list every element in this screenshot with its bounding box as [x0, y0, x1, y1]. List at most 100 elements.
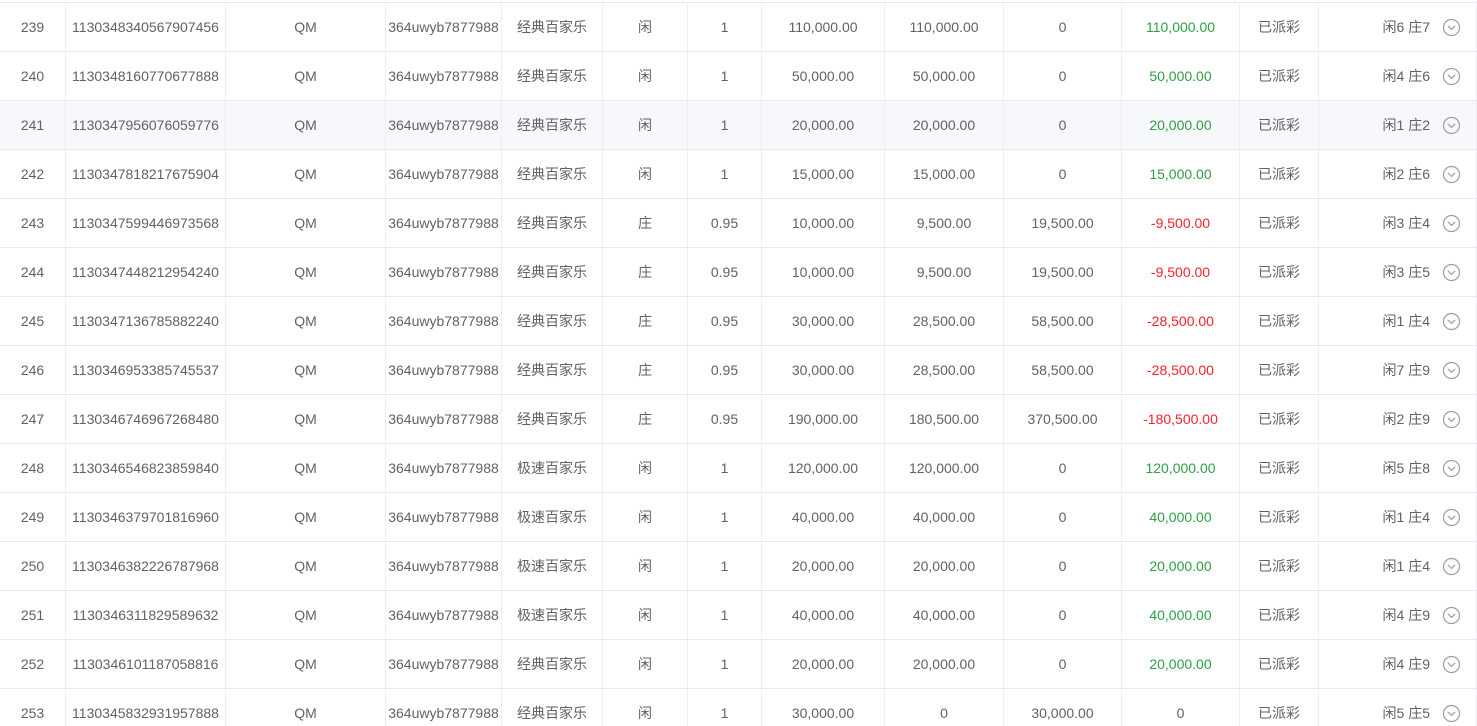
table-row: 250 1130346382226787968 QM 364uwyb787798… — [0, 542, 1477, 591]
settle-amount: 0 — [1004, 52, 1122, 100]
game-result-text: 闲1 庄4 — [1382, 313, 1430, 329]
status-badge: 已派彩 — [1240, 346, 1319, 394]
odds-value: 0.95 — [688, 346, 762, 394]
odds-value: 0.95 — [688, 199, 762, 247]
win-loss-amount: 40,000.00 — [1122, 591, 1240, 639]
platform-code: QM — [226, 52, 386, 100]
settle-amount: 0 — [1004, 3, 1122, 51]
chevron-down-circle-icon[interactable] — [1442, 18, 1461, 37]
settle-amount: 0 — [1004, 101, 1122, 149]
chevron-down-circle-icon[interactable] — [1442, 165, 1461, 184]
bet-id: 1130347448212954240 — [66, 248, 226, 296]
status-badge: 已派彩 — [1240, 199, 1319, 247]
bet-amount: 50,000.00 — [762, 52, 885, 100]
chevron-down-circle-icon[interactable] — [1442, 508, 1461, 527]
bet-amount: 20,000.00 — [762, 640, 885, 688]
platform-code: QM — [226, 444, 386, 492]
bet-amount: 30,000.00 — [762, 297, 885, 345]
chevron-down-circle-icon[interactable] — [1442, 116, 1461, 135]
game-result-text: 闲4 庄6 — [1382, 68, 1430, 84]
game-result-text: 闲3 庄4 — [1382, 215, 1430, 231]
game-name: 经典百家乐 — [502, 640, 603, 688]
settle-amount: 0 — [1004, 591, 1122, 639]
member-account: 364uwyb7877988 — [386, 199, 502, 247]
valid-bet-amount: 9,500.00 — [885, 248, 1004, 296]
row-index: 244 — [0, 248, 66, 296]
game-result-cell: 闲4 庄9 — [1319, 591, 1477, 639]
chevron-down-circle-icon[interactable] — [1442, 606, 1461, 625]
row-index: 241 — [0, 101, 66, 149]
win-loss-amount: 50,000.00 — [1122, 52, 1240, 100]
chevron-down-circle-icon[interactable] — [1442, 557, 1461, 576]
game-result-text: 闲1 庄4 — [1382, 558, 1430, 574]
row-index: 248 — [0, 444, 66, 492]
game-result-text: 闲4 庄9 — [1382, 656, 1430, 672]
chevron-down-circle-icon[interactable] — [1442, 655, 1461, 674]
chevron-down-circle-icon[interactable] — [1442, 704, 1461, 723]
win-loss-amount: -9,500.00 — [1122, 248, 1240, 296]
odds-value: 1 — [688, 689, 762, 726]
bet-amount: 110,000.00 — [762, 3, 885, 51]
chevron-down-circle-icon[interactable] — [1442, 67, 1461, 86]
odds-value: 1 — [688, 150, 762, 198]
game-name: 经典百家乐 — [502, 297, 603, 345]
member-account: 364uwyb7877988 — [386, 248, 502, 296]
game-result-text: 闲2 庄6 — [1382, 166, 1430, 182]
bet-amount: 40,000.00 — [762, 591, 885, 639]
bet-option: 闲 — [603, 689, 688, 726]
table-row: 245 1130347136785882240 QM 364uwyb787798… — [0, 297, 1477, 346]
member-account: 364uwyb7877988 — [386, 395, 502, 443]
platform-code: QM — [226, 248, 386, 296]
bet-option: 庄 — [603, 199, 688, 247]
chevron-down-circle-icon[interactable] — [1442, 312, 1461, 331]
status-badge: 已派彩 — [1240, 248, 1319, 296]
bet-option: 闲 — [603, 52, 688, 100]
bet-option: 闲 — [603, 150, 688, 198]
platform-code: QM — [226, 199, 386, 247]
row-index: 252 — [0, 640, 66, 688]
game-name: 经典百家乐 — [502, 689, 603, 726]
game-result-text: 闲7 庄9 — [1382, 362, 1430, 378]
bet-amount: 20,000.00 — [762, 101, 885, 149]
bet-id: 1130346953385745537 — [66, 346, 226, 394]
table-row: 247 1130346746967268480 QM 364uwyb787798… — [0, 395, 1477, 444]
chevron-down-circle-icon[interactable] — [1442, 214, 1461, 233]
game-result-cell: 闲4 庄9 — [1319, 640, 1477, 688]
settle-amount: 370,500.00 — [1004, 395, 1122, 443]
game-result-cell: 闲7 庄9 — [1319, 346, 1477, 394]
game-name: 经典百家乐 — [502, 346, 603, 394]
odds-value: 1 — [688, 3, 762, 51]
table-row: 241 1130347956076059776 QM 364uwyb787798… — [0, 101, 1477, 150]
status-badge: 已派彩 — [1240, 444, 1319, 492]
chevron-down-circle-icon[interactable] — [1442, 361, 1461, 380]
chevron-down-circle-icon[interactable] — [1442, 410, 1461, 429]
game-result-cell: 闲1 庄2 — [1319, 101, 1477, 149]
bet-amount: 10,000.00 — [762, 199, 885, 247]
win-loss-amount: -28,500.00 — [1122, 346, 1240, 394]
table-row: 253 1130345832931957888 QM 364uwyb787798… — [0, 689, 1477, 726]
bet-option: 闲 — [603, 444, 688, 492]
game-result-text: 闲4 庄9 — [1382, 607, 1430, 623]
valid-bet-amount: 110,000.00 — [885, 3, 1004, 51]
member-account: 364uwyb7877988 — [386, 591, 502, 639]
table-row: 239 1130348340567907456 QM 364uwyb787798… — [0, 3, 1477, 52]
valid-bet-amount: 120,000.00 — [885, 444, 1004, 492]
game-result-cell: 闲5 庄5 — [1319, 689, 1477, 726]
chevron-down-circle-icon[interactable] — [1442, 263, 1461, 282]
game-name: 经典百家乐 — [502, 395, 603, 443]
row-index: 245 — [0, 297, 66, 345]
valid-bet-amount: 50,000.00 — [885, 52, 1004, 100]
game-result-cell: 闲1 庄4 — [1319, 297, 1477, 345]
bet-amount: 30,000.00 — [762, 346, 885, 394]
game-result-cell: 闲5 庄8 — [1319, 444, 1477, 492]
bet-id: 1130346101187058816 — [66, 640, 226, 688]
odds-value: 1 — [688, 101, 762, 149]
row-index: 247 — [0, 395, 66, 443]
chevron-down-circle-icon[interactable] — [1442, 459, 1461, 478]
table-row: 248 1130346546823859840 QM 364uwyb787798… — [0, 444, 1477, 493]
member-account: 364uwyb7877988 — [386, 542, 502, 590]
bet-id: 1130346382226787968 — [66, 542, 226, 590]
bet-id: 1130345832931957888 — [66, 689, 226, 726]
game-result-text: 闲1 庄4 — [1382, 509, 1430, 525]
odds-value: 0.95 — [688, 248, 762, 296]
